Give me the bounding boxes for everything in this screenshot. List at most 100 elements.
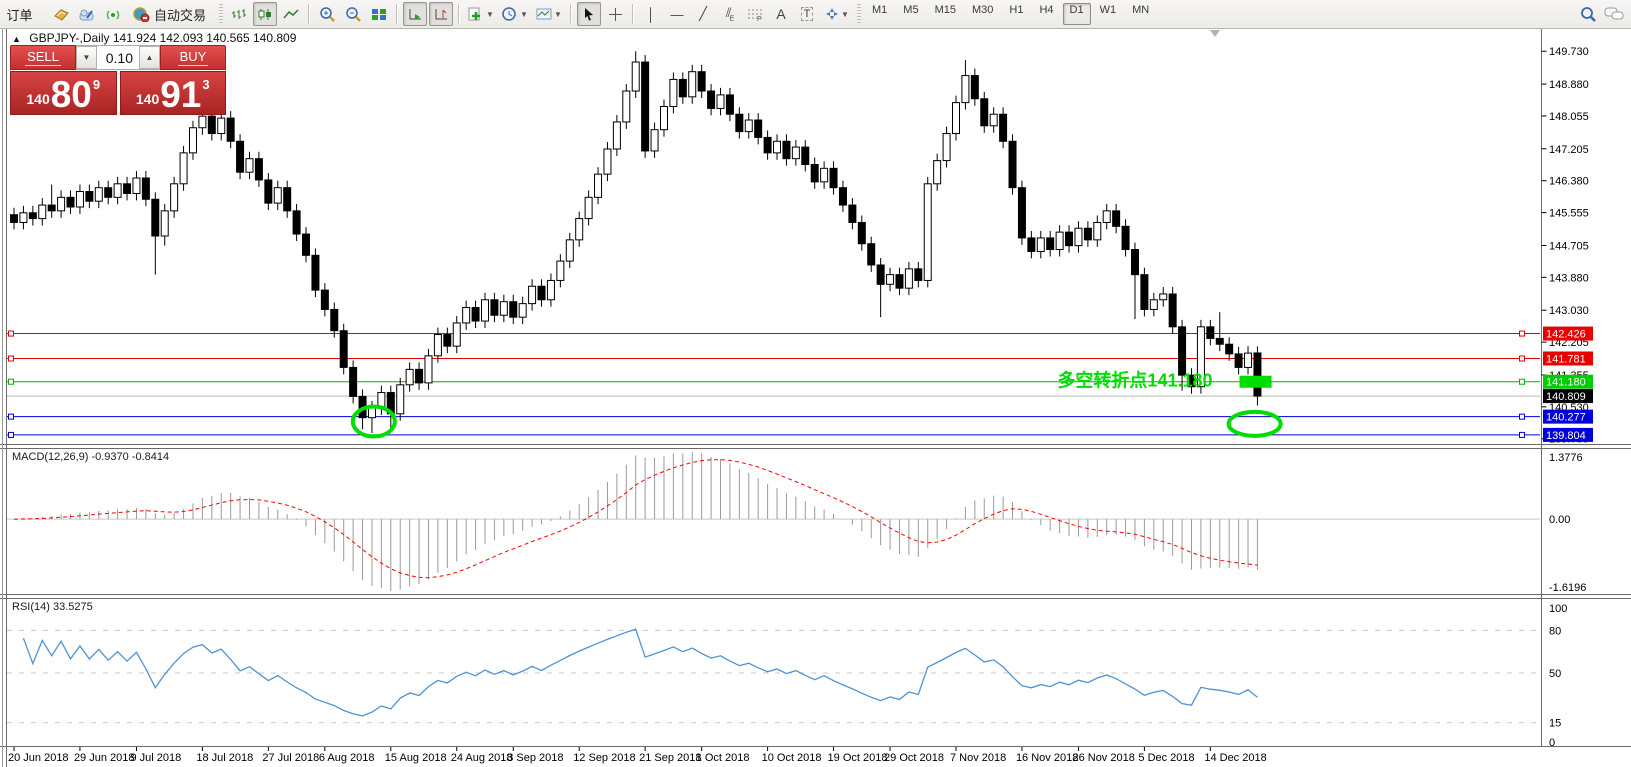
candle-bear — [254, 158, 263, 181]
timeframe-H4[interactable]: H4 — [1039, 4, 1054, 16]
chart-shift-icon[interactable] — [429, 2, 454, 26]
volume-decrease-button[interactable]: ▼ — [76, 46, 97, 69]
candle-bear — [537, 285, 546, 301]
date-label: 21 Sep 2018 — [639, 752, 701, 764]
hline-handle[interactable] — [1519, 431, 1525, 438]
annotation-ellipse[interactable] — [350, 404, 397, 439]
green-box-marker[interactable] — [1239, 375, 1272, 388]
date-label: 15 Aug 2018 — [385, 752, 447, 764]
timeframe-D1[interactable]: D1 — [1062, 3, 1091, 25]
candle-bear — [1121, 225, 1130, 251]
candle-bull — [659, 105, 668, 131]
price-tick-label: 143.880 — [1549, 272, 1589, 284]
candle-bull — [433, 334, 442, 357]
line-chart-icon[interactable] — [279, 2, 303, 26]
text-label-icon[interactable]: T — [795, 2, 819, 26]
bar-chart-icon[interactable] — [227, 2, 251, 26]
text-icon[interactable]: A — [776, 6, 786, 22]
candlestick-chart-icon[interactable] — [253, 2, 278, 26]
indicators-icon[interactable]: ▼ — [465, 2, 497, 26]
trendline-icon[interactable]: ╱ — [699, 6, 707, 21]
hline-handle[interactable] — [1519, 330, 1525, 337]
volume-input[interactable] — [97, 46, 139, 69]
tile-windows-icon[interactable] — [367, 2, 391, 26]
chat-icon[interactable] — [1602, 2, 1626, 26]
vertical-line-icon[interactable]: │ — [646, 6, 656, 22]
chart-shift-marker[interactable] — [1210, 30, 1220, 37]
search-icon[interactable] — [1576, 2, 1600, 26]
price-label-text: 139.804 — [1546, 430, 1586, 442]
price-tick-label: 143.030 — [1549, 305, 1589, 317]
sell-price-tile[interactable]: 140 80 9 — [10, 71, 117, 115]
candle-bear — [678, 78, 687, 98]
hline-handle[interactable] — [8, 413, 14, 420]
hline-handle[interactable] — [8, 330, 14, 337]
metaeditor-icon[interactable] — [75, 2, 99, 26]
candle-bull — [942, 133, 951, 162]
horizontal-line-icon[interactable]: — — [670, 6, 684, 22]
rsi-label: RSI(14) 33.5275 — [12, 601, 93, 613]
auto-scroll-icon[interactable] — [403, 2, 428, 26]
timeframe-W1[interactable]: W1 — [1099, 4, 1117, 16]
timeframe-M30[interactable]: M30 — [971, 4, 994, 16]
date-label: 7 Nov 2018 — [950, 752, 1006, 764]
hline-handle[interactable] — [8, 378, 14, 385]
price-label-text: 140.809 — [1546, 391, 1586, 403]
hline-handle[interactable] — [1519, 355, 1525, 362]
candle-bull — [584, 196, 593, 220]
buy-price-tile[interactable]: 140 91 3 — [119, 71, 226, 115]
candle-bull — [1055, 231, 1064, 251]
candle-bear — [1234, 353, 1243, 368]
timeframe-MN[interactable]: MN — [1132, 4, 1150, 16]
zoom-in-icon[interactable] — [315, 2, 339, 26]
market-watch-icon[interactable] — [49, 2, 73, 26]
candle-bull — [952, 102, 960, 135]
candle-bear — [415, 368, 424, 384]
horizontal-lines — [7, 330, 1540, 438]
candle-bull — [546, 279, 555, 301]
hline-handle[interactable] — [1519, 413, 1525, 420]
candle-bear — [151, 198, 160, 237]
candle-bear — [490, 299, 499, 316]
zoom-out-icon[interactable] — [341, 2, 365, 26]
annotation-text[interactable]: 多空转折点141.180 — [1057, 370, 1212, 391]
periods-icon[interactable]: ▼ — [499, 2, 531, 26]
new-order-button[interactable]: 订单 — [6, 7, 33, 23]
price-tick-label: 145.555 — [1549, 208, 1589, 220]
candle-bull — [1159, 293, 1168, 301]
sell-button[interactable]: SELL — [10, 45, 76, 70]
timeframe-M1[interactable]: M1 — [872, 4, 888, 16]
crosshair-icon[interactable] — [603, 2, 627, 26]
buy-button[interactable]: BUY — [160, 45, 226, 70]
signals-icon[interactable] — [101, 2, 125, 26]
candle-bear — [1168, 293, 1177, 328]
candle-bull — [499, 301, 508, 316]
fibonacci-icon[interactable]: F — [743, 2, 767, 26]
candle-bull — [160, 210, 169, 237]
timeframe-M5[interactable]: M5 — [903, 4, 919, 16]
cursor-icon[interactable] — [577, 2, 602, 26]
candle-bear — [292, 210, 301, 235]
hline-handle[interactable] — [8, 355, 14, 362]
candle-bear — [47, 204, 56, 212]
hline-handle[interactable] — [8, 431, 14, 438]
candle-bull — [575, 218, 584, 241]
candle-bear — [848, 204, 857, 223]
timeframe-M15[interactable]: M15 — [934, 4, 956, 16]
templates-icon[interactable]: ▼ — [533, 2, 565, 26]
equidistant-channel-icon[interactable]: ⫽E — [725, 5, 734, 23]
candle-bear — [1215, 337, 1224, 345]
candle-bear — [283, 187, 292, 212]
arrows-tool-icon[interactable]: ▼ — [821, 2, 853, 26]
timeframe-toolbar: M1 M5 M15 M30 H1 H4 D1 W1 MN — [864, 3, 1157, 25]
price-label-text: 141.781 — [1546, 353, 1586, 365]
autotrading-label: 自动交易 — [154, 7, 207, 23]
autotrading-icon[interactable]: 自动交易 — [127, 2, 215, 26]
volume-increase-button[interactable]: ▲ — [139, 46, 160, 69]
hline-handle[interactable] — [1519, 378, 1525, 385]
candle-bear — [330, 308, 339, 332]
annotation-ellipse[interactable] — [1226, 409, 1283, 438]
timeframe-H1[interactable]: H1 — [1009, 4, 1024, 16]
